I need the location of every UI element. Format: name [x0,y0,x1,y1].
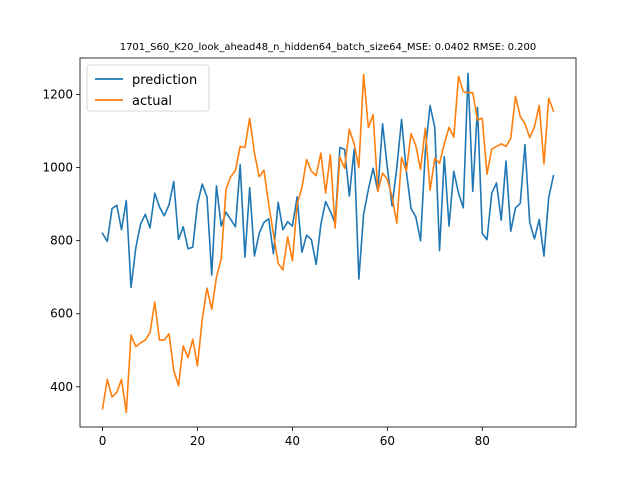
plot-frame [79,57,577,428]
x-tick-label: 20 [190,434,205,448]
series-line-prediction [101,72,555,289]
x-tick-label: 80 [475,434,490,448]
y-tick-label: 800 [50,234,73,248]
y-tick-label: 1000 [42,161,73,175]
chart-title: 1701_S60_K20_look_ahead48_n_hidden64_bat… [120,42,537,53]
series-layer [101,72,555,414]
legend-label-prediction: prediction [132,73,197,88]
x-tick-label: 0 [99,434,107,448]
y-tick-label: 400 [50,380,73,394]
x-tick-label: 40 [285,434,300,448]
axes-layer: 0 20 40 60 80 400 600 800 1000 1200 [42,57,577,448]
series-line-actual [101,73,555,414]
legend-label-actual: actual [132,94,172,109]
y-tick-label: 600 [50,307,73,321]
legend: prediction actual [86,64,210,112]
y-tick-label: 1200 [42,88,73,102]
x-tick-label: 60 [380,434,395,448]
